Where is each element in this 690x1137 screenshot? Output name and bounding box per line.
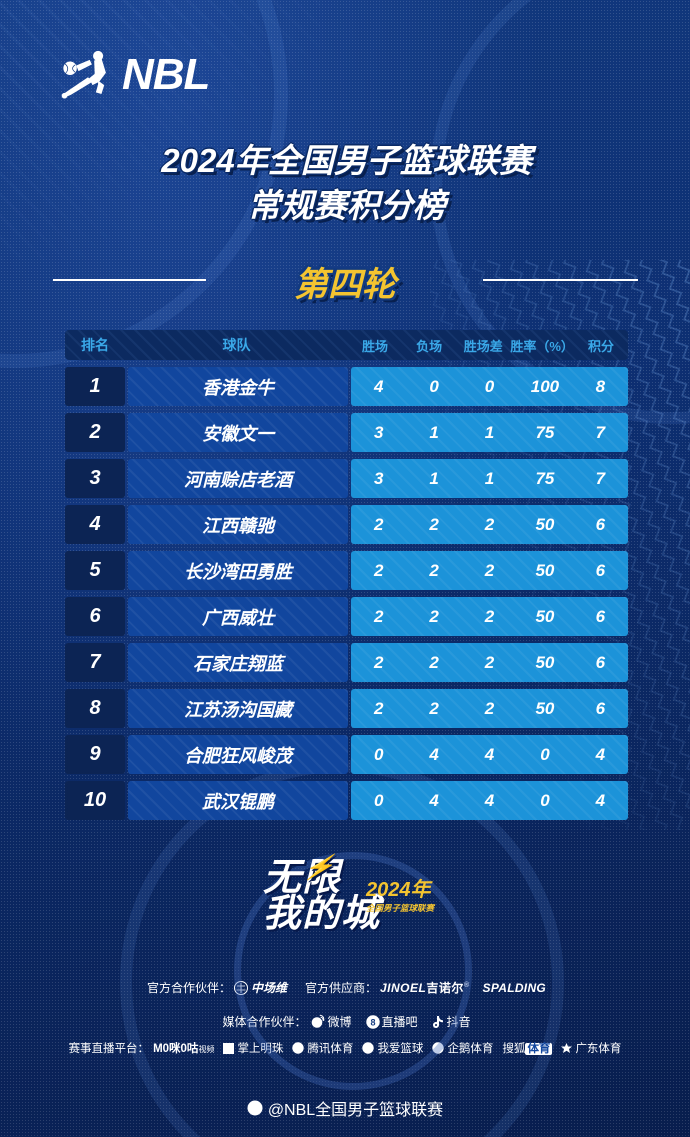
svg-text:NBL: NBL (122, 51, 209, 99)
